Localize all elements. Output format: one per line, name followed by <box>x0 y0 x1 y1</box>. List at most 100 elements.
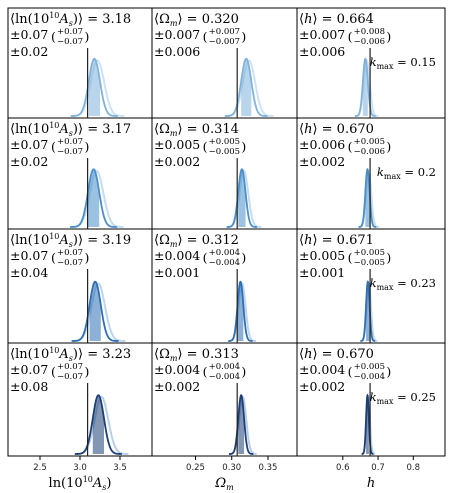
error-paren-right: ) <box>85 139 90 154</box>
mean-label: ⟨Ωm⟩ = 0.312 <box>154 233 239 249</box>
posterior-curve <box>70 168 118 228</box>
error-paren-right: ) <box>386 364 391 379</box>
error-paren-left: ( <box>51 250 56 265</box>
offset-error-label: ±0.002 <box>154 154 200 169</box>
panel-Om-row-3: ⟨Ωm⟩ = 0.312±0.004(+0.004−0.004) ±0.001 <box>154 233 256 343</box>
error-plus: +0.07 <box>57 248 83 258</box>
panel-As-row-2: ⟨ln(1010As)⟩ = 3.17±0.07(+0.07−0.07) ±0.0… <box>10 121 131 229</box>
offset-error-label: ±0.006 <box>154 44 200 59</box>
error-paren-left: ( <box>203 139 208 154</box>
posterior-curve <box>355 57 376 117</box>
error-plus: +0.07 <box>57 137 83 147</box>
panel-h-row-1: ⟨h⟩ = 0.664±0.007(+0.008−0.006) ±0.006 <box>299 12 391 118</box>
x-tick-label: 0.7 <box>371 463 385 473</box>
total-error-label: ±0.004 <box>299 362 345 377</box>
error-paren-left: ( <box>51 139 56 154</box>
error-plus: +0.004 <box>209 248 240 258</box>
offset-error-label: ±0.001 <box>154 265 200 280</box>
error-paren-left: ( <box>203 250 208 265</box>
posterior-curve <box>229 394 254 455</box>
x-tick-label: 0.30 <box>222 463 241 473</box>
error-minus: −0.006 <box>354 37 385 47</box>
offset-error-label: ±0.08 <box>10 379 48 394</box>
posterior-curve <box>70 57 118 117</box>
offset-error-label: ±0.002 <box>154 379 200 394</box>
error-paren-left: ( <box>348 364 353 379</box>
error-plus: +0.007 <box>209 27 240 37</box>
x-tick-label: 3.5 <box>113 463 127 473</box>
total-error-label: ±0.005 <box>299 248 345 263</box>
x-tick-label: 0.6 <box>336 463 350 473</box>
error-paren-left: ( <box>203 364 208 379</box>
offset-error-label: ±0.02 <box>10 44 48 59</box>
error-minus: −0.07 <box>57 372 83 382</box>
posterior-curve <box>224 57 268 117</box>
error-paren-left: ( <box>203 29 208 44</box>
sigma-band-fill <box>88 169 100 227</box>
error-paren-left: ( <box>348 29 353 44</box>
panel-Om-row-4: ⟨Ωm⟩ = 0.313±0.004(+0.004−0.004) ±0.002 <box>154 347 257 456</box>
error-paren-left: ( <box>348 139 353 154</box>
total-error-label: ±0.004 <box>154 248 200 263</box>
figure-border <box>7 7 446 457</box>
total-error-label: ±0.07 <box>10 248 48 263</box>
panel-As-row-1: ⟨ln(1010As)⟩ = 3.18±0.07(+0.07−0.07) ±0.0… <box>10 11 131 118</box>
panel-As-row-4: ⟨ln(1010As)⟩ = 3.23±0.07(+0.07−0.07) ±0.0… <box>10 346 131 456</box>
mean-label: ⟨h⟩ = 0.664 <box>299 12 374 27</box>
error-paren-left: ( <box>51 29 56 44</box>
error-minus: −0.006 <box>354 147 385 157</box>
panel-Om-row-1: ⟨Ωm⟩ = 0.320±0.007(+0.007−0.007) ±0.006 <box>154 12 274 118</box>
panels-layer: ⟨ln(1010As)⟩ = 3.18±0.07(+0.07−0.07)±0.0… <box>10 11 436 456</box>
posterior-curve <box>358 168 377 228</box>
mean-label: ⟨ln(1010As)⟩ = 3.18 <box>10 11 131 28</box>
total-error-label: ±0.007 <box>299 27 345 42</box>
error-paren-left: ( <box>348 250 353 265</box>
total-error-label: ±0.005 <box>154 137 200 152</box>
error-plus: +0.07 <box>57 362 83 372</box>
error-minus: −0.07 <box>57 37 83 47</box>
error-plus: +0.07 <box>57 27 83 37</box>
panel-As-row-3: ⟨ln(1010As)⟩ = 3.19±0.07(+0.07−0.07) ±0.0… <box>10 232 131 343</box>
mean-label: ⟨h⟩ = 0.671 <box>299 233 374 248</box>
kmax-label: kmax = 0.2 <box>377 165 436 181</box>
offset-error-label: ±0.002 <box>299 154 345 169</box>
x-axis-title-Om: Ωm <box>214 476 234 492</box>
offset-error-label: ±0.002 <box>299 379 345 394</box>
offset-error-label: ±0.006 <box>299 44 345 59</box>
sigma-band-fill <box>92 395 104 454</box>
x-tick-label: 0.35 <box>259 463 278 473</box>
offset-error-label: ±0.001 <box>299 265 345 280</box>
error-minus: −0.005 <box>354 258 385 268</box>
posterior-curve <box>226 168 258 228</box>
error-paren-left: ( <box>51 364 56 379</box>
total-error-label: ±0.07 <box>10 137 48 152</box>
panel-Om-row-2: ⟨Ωm⟩ = 0.314±0.005(+0.005−0.005) ±0.002 <box>154 122 262 229</box>
sigma-band-fill <box>88 58 100 116</box>
mean-label: ⟨Ωm⟩ = 0.320 <box>154 12 239 28</box>
mean-label: ⟨Ωm⟩ = 0.314 <box>154 122 239 138</box>
error-plus: +0.005 <box>209 137 240 147</box>
posterior-curve <box>228 280 253 342</box>
error-paren-right: ) <box>241 139 246 154</box>
total-error-label: ±0.007 <box>154 27 200 42</box>
x-axes-layer: 2.5 3.0 3.5ln(1010As) 0.25 0.30 0.35 Ωm 0.6 0.7 0… <box>33 456 420 492</box>
error-paren-right: ) <box>386 139 391 154</box>
grid-frame <box>7 7 446 457</box>
x-tick-label: 0.8 <box>407 463 421 473</box>
mean-label: ⟨ln(1010As)⟩ = 3.23 <box>10 346 131 363</box>
mean-label: ⟨Ωm⟩ = 0.313 <box>154 347 239 363</box>
mean-label: ⟨h⟩ = 0.670 <box>299 347 374 362</box>
posterior-curve <box>71 280 119 342</box>
x-tick-label: 3.0 <box>73 463 87 473</box>
offset-error-label: ±0.04 <box>10 265 48 280</box>
x-axis-title-h: h <box>367 476 375 491</box>
panel-h-row-3: ⟨h⟩ = 0.671±0.005(+0.005−0.005) ±0.001 <box>299 233 391 343</box>
error-minus: −0.004 <box>354 372 385 382</box>
error-plus: +0.005 <box>354 137 385 147</box>
mean-label: ⟨ln(1010As)⟩ = 3.19 <box>10 232 131 249</box>
error-paren-right: ) <box>241 364 246 379</box>
error-plus: +0.004 <box>209 362 240 372</box>
offset-error-label: ±0.02 <box>10 154 48 169</box>
error-paren-right: ) <box>85 250 90 265</box>
